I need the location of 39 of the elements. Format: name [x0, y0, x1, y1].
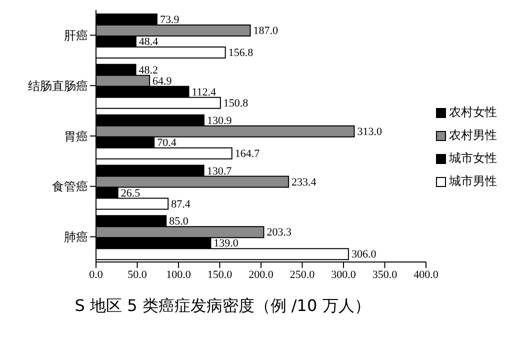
legend-label: 农村男性	[449, 127, 497, 144]
y-tick-label: 结肠直肠癌	[28, 78, 88, 93]
legend-label: 农村女性	[449, 104, 497, 121]
legend-label: 城市男性	[449, 173, 497, 190]
data-label: 156.8	[228, 47, 254, 60]
data-label: 87.4	[171, 198, 191, 210]
x-tick-label: 350.0	[372, 268, 398, 281]
data-label: 73.9	[160, 14, 180, 26]
data-label: 85.0	[169, 216, 189, 228]
data-label: 306.0	[351, 248, 377, 261]
data-label: 130.9	[206, 114, 232, 127]
x-tick-label: 250.0	[290, 268, 316, 281]
data-label: 150.8	[223, 97, 249, 110]
y-tick-label: 胃癌	[64, 129, 88, 144]
x-tick-label: 300.0	[331, 268, 356, 281]
x-tick-label: 400.0	[414, 268, 439, 281]
x-tick-label: 150.0	[207, 268, 233, 281]
data-label: 233.4	[292, 176, 317, 188]
x-tick-label: 100.0	[166, 268, 192, 281]
data-label: 164.7	[234, 148, 260, 160]
data-label: 112.4	[192, 86, 217, 98]
x-tick-label: 200.0	[248, 268, 274, 281]
data-label: 64.9	[152, 75, 172, 88]
data-label: 26.5	[120, 187, 141, 200]
data-label: 48.4	[138, 36, 159, 48]
data-label: 203.3	[266, 226, 292, 239]
data-label: 187.0	[253, 25, 279, 38]
x-tick-label: 50.0	[128, 268, 148, 281]
y-tick-label: 肺癌	[64, 230, 88, 244]
data-label: 130.7	[206, 165, 232, 178]
data-label: 139.0	[214, 238, 239, 250]
legend-label: 城市女性	[449, 150, 497, 167]
y-tick-label: 肝癌	[64, 28, 88, 42]
x-tick-label: 0.0	[89, 268, 104, 281]
y-tick-label: 食管癌	[52, 180, 88, 194]
data-label: 48.2	[138, 64, 158, 76]
data-label: 313.0	[357, 126, 382, 138]
text: S 地区 5 类癌症发病密度（例 /10 万人）	[74, 296, 372, 317]
data-label: 70.4	[157, 136, 177, 149]
